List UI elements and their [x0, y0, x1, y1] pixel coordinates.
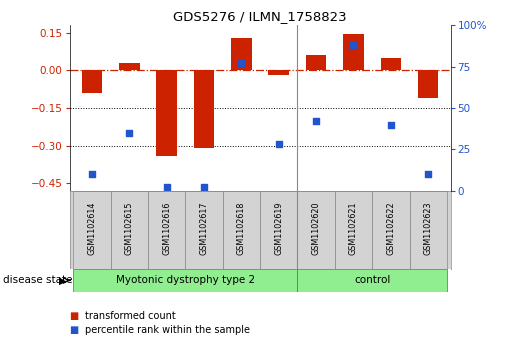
Bar	[111, 191, 148, 269]
Bar	[335, 191, 372, 269]
Bar	[298, 269, 447, 292]
Text: GSM1102621: GSM1102621	[349, 201, 358, 255]
Title: GDS5276 / ILMN_1758823: GDS5276 / ILMN_1758823	[173, 10, 347, 23]
Bar	[306, 56, 327, 70]
Bar	[157, 70, 177, 155]
Bar	[372, 191, 409, 269]
Bar	[73, 269, 298, 292]
Text: GSM1102622: GSM1102622	[386, 201, 396, 255]
Text: control: control	[354, 276, 390, 285]
Text: GSM1102623: GSM1102623	[424, 201, 433, 255]
Bar	[298, 191, 335, 269]
Bar	[268, 70, 289, 76]
Bar	[73, 191, 111, 269]
Text: percentile rank within the sample: percentile rank within the sample	[85, 325, 250, 335]
Point	[274, 142, 283, 147]
Bar	[148, 191, 185, 269]
Text: Myotonic dystrophy type 2: Myotonic dystrophy type 2	[116, 276, 255, 285]
Point	[88, 171, 96, 177]
Bar	[185, 191, 222, 269]
Text: GSM1102619: GSM1102619	[274, 201, 283, 255]
Bar	[418, 70, 438, 98]
Bar	[381, 58, 401, 70]
Text: transformed count: transformed count	[85, 311, 176, 321]
Bar	[343, 34, 364, 70]
Point	[387, 122, 395, 127]
Point	[125, 130, 133, 136]
Point	[349, 42, 357, 48]
Bar	[222, 191, 260, 269]
Text: GSM1102614: GSM1102614	[88, 201, 96, 255]
Text: ■: ■	[70, 311, 79, 321]
Text: ■: ■	[70, 325, 79, 335]
Point	[312, 118, 320, 124]
Bar	[194, 70, 214, 148]
Text: GSM1102615: GSM1102615	[125, 201, 134, 255]
Point	[200, 184, 208, 190]
Text: GSM1102618: GSM1102618	[237, 201, 246, 255]
Bar	[409, 191, 447, 269]
Text: GSM1102620: GSM1102620	[312, 201, 321, 255]
Bar	[231, 38, 252, 70]
Bar	[260, 191, 298, 269]
Point	[424, 171, 432, 177]
Text: ▶: ▶	[59, 276, 67, 285]
Text: disease state: disease state	[3, 276, 72, 285]
Point	[237, 61, 246, 66]
Bar	[119, 63, 140, 70]
Point	[163, 184, 171, 190]
Text: GSM1102617: GSM1102617	[199, 201, 209, 255]
Text: GSM1102616: GSM1102616	[162, 201, 171, 255]
Bar	[82, 70, 102, 93]
